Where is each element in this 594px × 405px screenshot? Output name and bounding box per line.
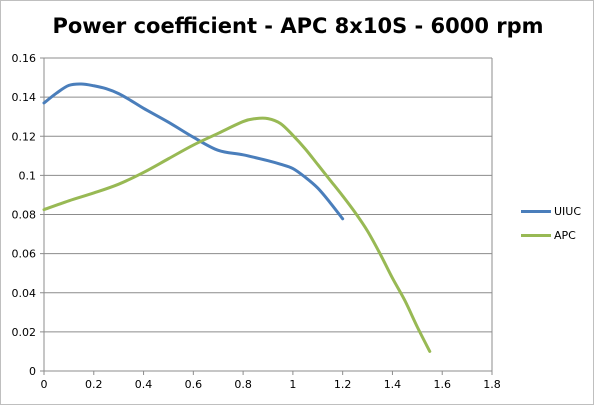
series-line-apc [42,116,432,353]
x-tick-label-9: 1.8 [483,378,501,391]
series-line-uiuc [42,82,345,221]
y-tick-label-1: 0.02 [12,326,37,339]
x-tick-label-7: 1.4 [384,378,402,391]
x-tick-label-0: 0 [41,378,48,391]
legend-label-uiuc: UIUC [554,205,582,218]
y-tick-label-6: 0.12 [12,130,37,143]
y-tick-label-3: 0.06 [12,248,37,261]
legend-label-apc: APC [554,229,576,242]
legend: UIUC APC [521,205,581,253]
y-tick-label-5: 0.1 [19,169,37,182]
y-tick-label-7: 0.14 [12,91,37,104]
y-tick-label-8: 0.16 [12,52,37,65]
x-tick-label-8: 1.6 [433,378,451,391]
chart-title: Power coefficient - APC 8x10S - 6000 rpm [52,14,544,38]
legend-swatch-uiuc [521,210,551,213]
y-tick-label-2: 0.04 [12,287,37,300]
legend-item-uiuc: UIUC [521,205,581,218]
x-tick-label-4: 0.8 [234,378,252,391]
x-tick-label-2: 0.4 [135,378,153,391]
x-tick-label-3: 0.6 [185,378,203,391]
legend-item-apc: APC [521,229,581,242]
y-tick-label-0: 0 [29,365,36,378]
x-tick-label-1: 0.2 [85,378,103,391]
legend-swatch-apc [521,234,551,237]
x-tick-label-6: 1.2 [334,378,352,391]
x-tick-label-5: 1 [289,378,296,391]
y-tick-label-4: 0.08 [12,209,37,222]
